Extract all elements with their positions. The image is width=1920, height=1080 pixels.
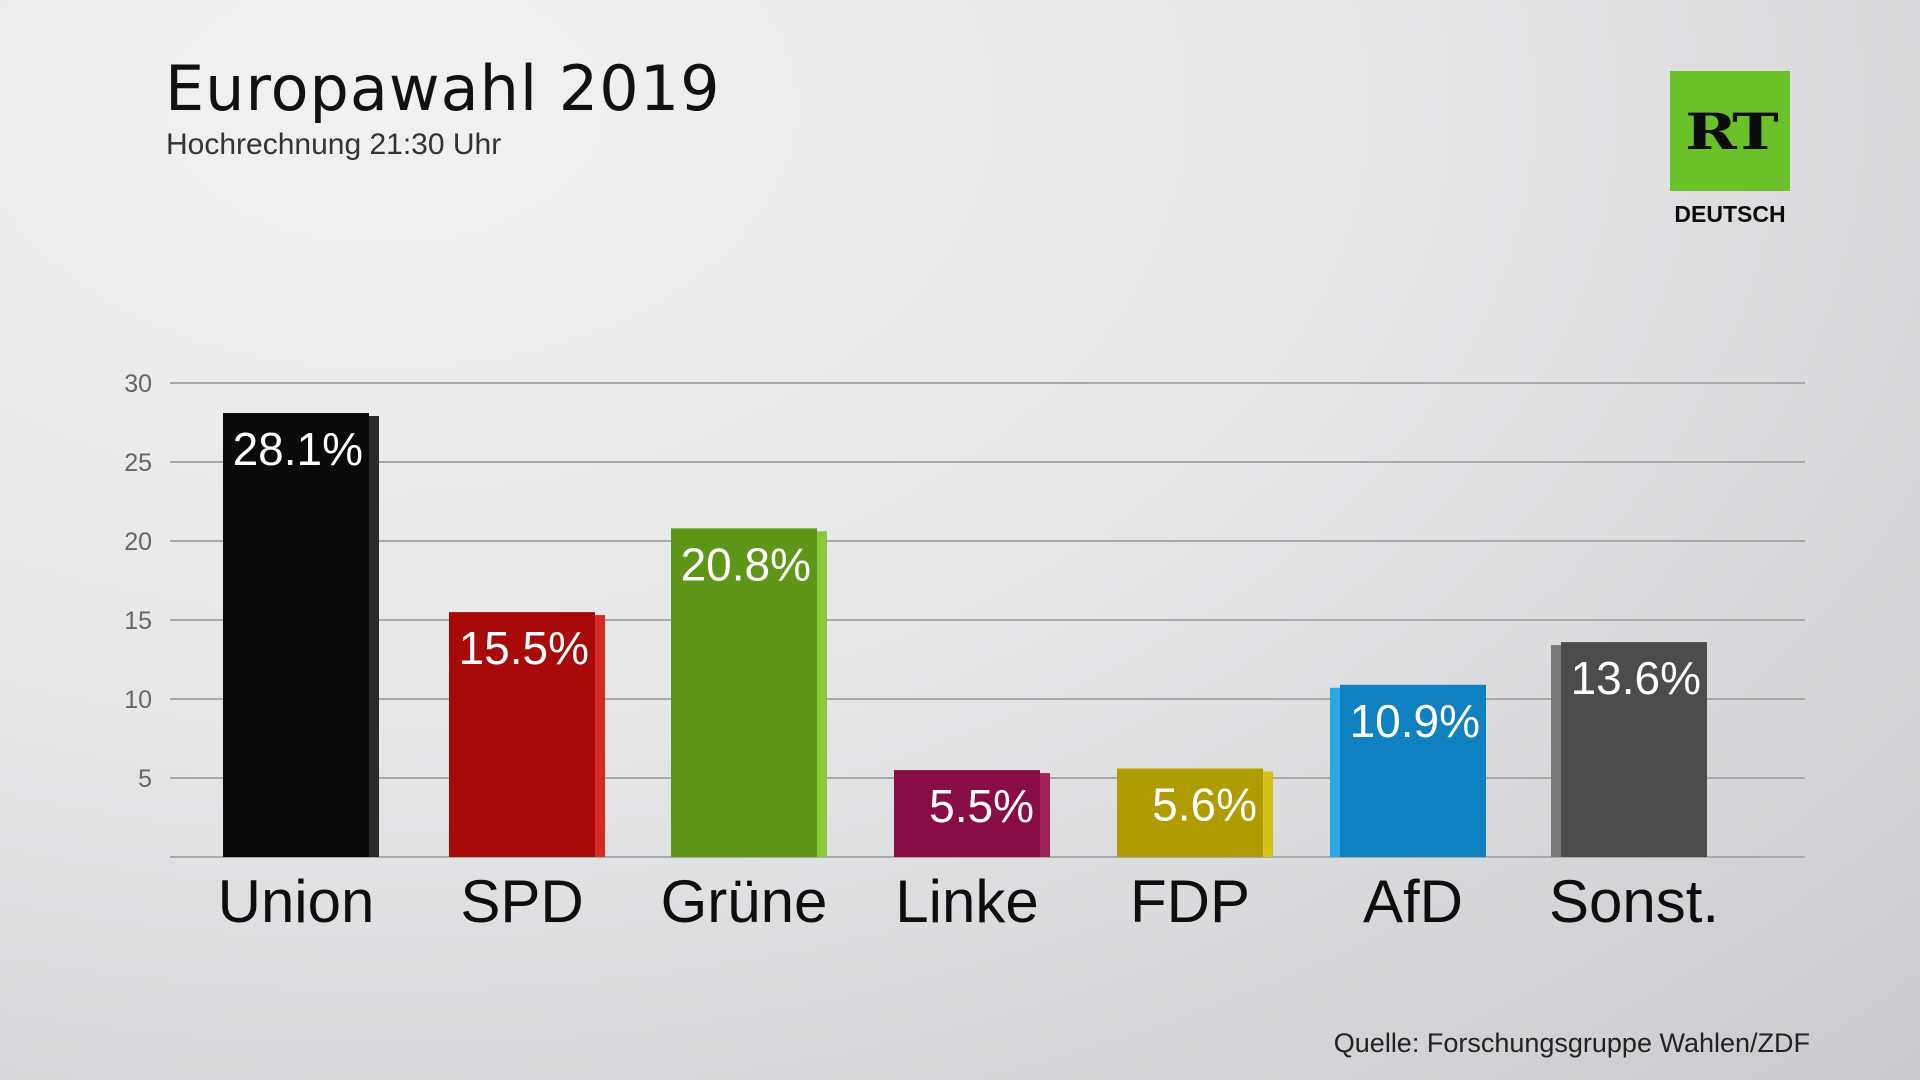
value-label: 15.5% (459, 622, 589, 674)
bar-side (1330, 687, 1340, 857)
rt-deutsch-logo: RT DEUTSCH (1670, 71, 1790, 228)
chart-subtitle: Hochrechnung 21:30 Uhr (166, 128, 502, 161)
logo-mark: RT (1685, 101, 1779, 161)
bar (449, 612, 595, 857)
bar (1117, 768, 1263, 857)
value-label: 10.9% (1350, 695, 1480, 747)
value-label: 5.6% (1152, 779, 1257, 831)
category-label: Sonst. (1549, 868, 1719, 935)
category-label: Grüne (661, 868, 828, 935)
bar-side (369, 416, 379, 857)
source-note: Quelle: Forschungsgruppe Wahlen/ZDF (1333, 1028, 1810, 1058)
category-label: Linke (895, 868, 1038, 935)
bar (671, 528, 817, 857)
bar-side (595, 615, 605, 857)
category-label: AfD (1363, 868, 1463, 935)
bar (223, 413, 369, 857)
y-tick-label: 15 (124, 607, 152, 635)
bar-side (1551, 645, 1561, 857)
y-tick-label: 10 (124, 686, 152, 714)
bar-side (1263, 771, 1273, 857)
chart-title: Europawahl 2019 (165, 52, 721, 125)
bar (1561, 642, 1707, 857)
y-tick-label: 30 (124, 370, 152, 398)
logo-box: RT (1670, 71, 1790, 191)
value-label: 28.1% (233, 423, 363, 475)
value-label: 5.5% (929, 780, 1034, 832)
y-tick-label: 5 (138, 765, 152, 793)
bar (894, 770, 1040, 857)
y-tick-label: 25 (124, 449, 152, 477)
bar-side (1040, 773, 1050, 857)
bar-side (817, 531, 827, 857)
value-label: 13.6% (1571, 652, 1701, 704)
bar (1340, 684, 1486, 857)
y-tick-label: 20 (124, 528, 152, 556)
value-label: 20.8% (681, 538, 811, 590)
category-label: FDP (1130, 868, 1250, 935)
category-label: SPD (460, 868, 583, 935)
category-label: Union (218, 868, 375, 935)
logo-subtitle: DEUTSCH (1674, 201, 1786, 227)
